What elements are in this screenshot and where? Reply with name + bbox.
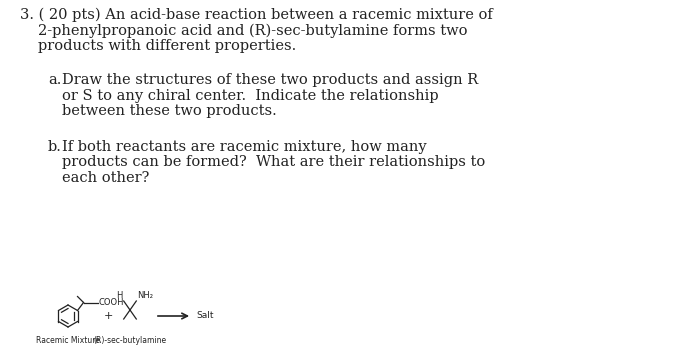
Text: b.: b.	[48, 140, 62, 154]
Text: H: H	[116, 291, 122, 300]
Text: Racemic Mixture: Racemic Mixture	[36, 336, 100, 345]
Text: 3. ( 20 pts) An acid-base reaction between a racemic mixture of: 3. ( 20 pts) An acid-base reaction betwe…	[20, 8, 493, 23]
Text: or S to any chiral center.  Indicate the relationship: or S to any chiral center. Indicate the …	[62, 88, 439, 103]
Text: Draw the structures of these two products and assign R: Draw the structures of these two product…	[62, 73, 478, 87]
Text: +: +	[104, 311, 113, 321]
Text: Salt: Salt	[196, 311, 214, 320]
Text: 2-phenylpropanoic acid and (R)-sec-butylamine forms two: 2-phenylpropanoic acid and (R)-sec-butyl…	[38, 24, 468, 38]
Text: each other?: each other?	[62, 171, 149, 185]
Text: products with different properties.: products with different properties.	[38, 39, 296, 53]
Text: between these two products.: between these two products.	[62, 104, 277, 118]
Text: COOH: COOH	[99, 298, 124, 307]
Text: If both reactants are racemic mixture, how many: If both reactants are racemic mixture, h…	[62, 140, 426, 154]
Text: NH₂: NH₂	[137, 291, 153, 300]
Text: products can be formed?  What are their relationships to: products can be formed? What are their r…	[62, 155, 485, 169]
Text: (R)-sec-butylamine: (R)-sec-butylamine	[93, 336, 167, 345]
Text: a.: a.	[48, 73, 62, 87]
